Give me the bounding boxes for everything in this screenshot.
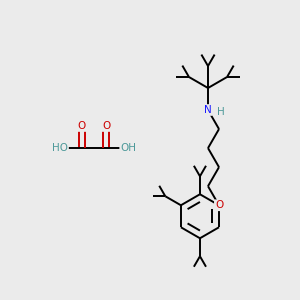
Text: HO: HO <box>52 143 68 153</box>
Text: N: N <box>204 105 212 115</box>
Text: O: O <box>215 200 223 210</box>
Text: H: H <box>217 107 225 117</box>
Text: O: O <box>102 121 110 131</box>
Text: OH: OH <box>120 143 136 153</box>
Text: O: O <box>78 121 86 131</box>
